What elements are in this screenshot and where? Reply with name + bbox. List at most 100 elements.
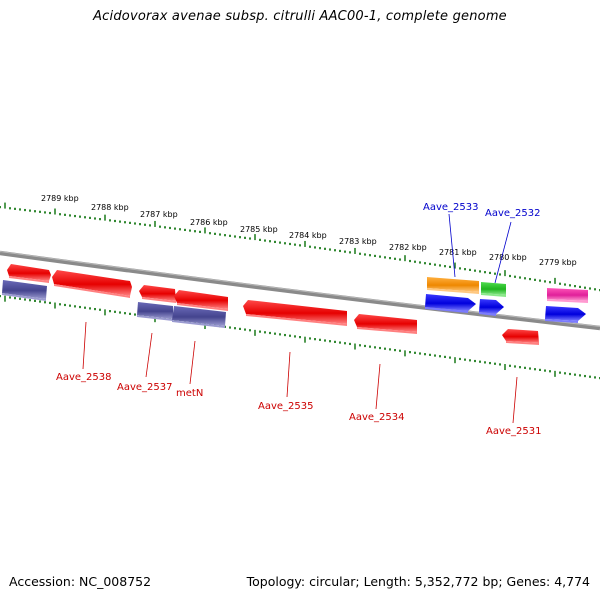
outer-ruler-minor-tick [144, 223, 146, 226]
outer-ruler-minor-tick [384, 256, 386, 259]
outer-ruler-minor-tick [64, 213, 66, 216]
inner-ruler-minor-tick [299, 336, 301, 339]
gene-aave-2532[interactable] [481, 282, 506, 297]
inner-ruler-minor-tick [244, 328, 246, 331]
inner-ruler-minor-tick [539, 368, 541, 371]
outer-ruler-minor-tick [174, 227, 176, 230]
outer-ruler-minor-tick [449, 265, 451, 269]
outer-ruler-minor-tick [284, 242, 286, 245]
outer-ruler-minor-tick [164, 226, 166, 229]
gene-aave-2534[interactable] [354, 314, 417, 334]
inner-ruler-minor-tick [239, 327, 241, 330]
outer-ruler-minor-tick [344, 250, 346, 253]
outer-ruler-minor-tick [534, 278, 536, 281]
inner-ruler-minor-tick [509, 364, 511, 367]
gene-metn[interactable] [172, 306, 226, 328]
inner-ruler-minor-tick [334, 340, 336, 343]
inner-ruler-major-tick [554, 370, 556, 377]
inner-ruler-minor-tick [524, 366, 526, 369]
gene-label-aave-2532[interactable]: Aave_2532 [485, 208, 541, 219]
outer-ruler-minor-tick [139, 223, 141, 226]
inner-ruler-minor-tick [409, 351, 411, 354]
inner-ruler-minor-tick [494, 362, 496, 365]
inner-ruler-minor-tick [534, 368, 536, 371]
ruler-label-2781: 2781 kbp [439, 248, 477, 257]
outer-ruler-minor-tick [274, 240, 276, 244]
gene-forward-magenta[interactable] [547, 288, 588, 303]
inner-ruler-major-tick [154, 316, 156, 323]
outer-ruler-minor-tick [509, 274, 511, 278]
inner-ruler-minor-tick [374, 346, 376, 349]
gene-aave-2535[interactable] [243, 300, 347, 326]
gene-reverse-blue-2[interactable] [479, 299, 504, 316]
outer-ruler-minor-tick [499, 273, 501, 276]
outer-ruler-minor-tick [0, 206, 1, 209]
inner-ruler-minor-tick [119, 311, 121, 314]
inner-ruler-minor-tick [339, 341, 341, 344]
inner-ruler-minor-tick [564, 372, 566, 375]
callout-aave-2532 [494, 221, 512, 284]
outer-ruler-minor-tick [264, 239, 266, 242]
outer-ruler-minor-tick [419, 261, 421, 264]
outer-ruler-minor-tick [149, 224, 151, 227]
outer-ruler-minor-tick [234, 235, 236, 238]
outer-ruler-minor-tick [579, 285, 581, 289]
ruler-label-2784: 2784 kbp [289, 231, 327, 240]
outer-ruler-minor-tick [374, 254, 376, 258]
gene-forward-red-2[interactable] [52, 270, 132, 298]
inner-ruler-major-tick [504, 364, 506, 371]
outer-ruler [0, 202, 600, 292]
callout-aave-2531 [512, 376, 518, 424]
inner-ruler-major-tick [354, 343, 356, 350]
outer-ruler-minor-tick [334, 249, 336, 252]
inner-ruler-minor-tick [464, 358, 466, 361]
gene-aave-2537[interactable] [137, 302, 173, 321]
outer-ruler-minor-tick [594, 288, 596, 291]
gene-forward-red-3[interactable] [139, 285, 176, 303]
inner-ruler-minor-tick [84, 306, 86, 309]
gene-label-aave-2531[interactable]: Aave_2531 [486, 426, 542, 437]
outer-ruler-major-tick [154, 220, 156, 227]
gene-slate-left[interactable] [2, 280, 47, 301]
inner-ruler-minor-tick [364, 344, 366, 348]
gene-reverse-blue-1[interactable] [425, 294, 476, 313]
gene-label-aave-2533[interactable]: Aave_2533 [423, 202, 479, 213]
outer-ruler-minor-tick [9, 207, 11, 210]
gene-label-aave-2538[interactable]: Aave_2538 [56, 372, 112, 383]
outer-ruler-minor-tick [394, 257, 396, 260]
gene-aave-2533[interactable] [427, 277, 479, 294]
inner-ruler-minor-tick [414, 351, 416, 354]
outer-ruler-minor-tick [214, 232, 216, 235]
inner-ruler-minor-tick [264, 331, 266, 334]
gene-label-aave-2537[interactable]: Aave_2537 [117, 382, 173, 393]
outer-ruler-minor-tick [39, 210, 41, 213]
gene-aave-2531[interactable] [502, 329, 539, 345]
gene-label-aave-2535[interactable]: Aave_2535 [258, 401, 314, 412]
inner-ruler-major-tick [304, 336, 306, 343]
gene-forward-red-1[interactable] [7, 264, 51, 283]
callout-aave-2537 [145, 332, 153, 378]
gene-label-metn[interactable]: metN [176, 388, 203, 399]
inner-ruler-minor-tick [549, 370, 551, 373]
inner-ruler-minor-tick [269, 331, 271, 335]
gene-reverse-blue-3[interactable] [545, 306, 586, 323]
inner-ruler-minor-tick [284, 333, 286, 337]
inner-ruler-minor-tick [29, 299, 31, 302]
ruler-label-2785: 2785 kbp [240, 225, 278, 234]
inner-ruler-major-tick [54, 302, 56, 309]
inner-ruler-minor-tick [469, 359, 471, 362]
outer-ruler-minor-tick [229, 234, 231, 237]
outer-ruler-minor-tick [209, 232, 211, 235]
inner-ruler-minor-tick [479, 360, 481, 363]
gene-forward-red-4[interactable] [174, 290, 228, 311]
outer-ruler-major-tick [304, 240, 306, 247]
inner-ruler-minor-tick [329, 340, 331, 343]
gene-label-aave-2534[interactable]: Aave_2534 [349, 412, 405, 423]
outer-ruler-minor-tick [514, 275, 516, 278]
inner-ruler-minor-tick [314, 338, 316, 341]
inner-ruler-minor-tick [349, 342, 351, 346]
inner-ruler [0, 295, 600, 380]
outer-ruler-minor-tick [574, 285, 576, 288]
outer-ruler-major-tick [404, 255, 406, 262]
